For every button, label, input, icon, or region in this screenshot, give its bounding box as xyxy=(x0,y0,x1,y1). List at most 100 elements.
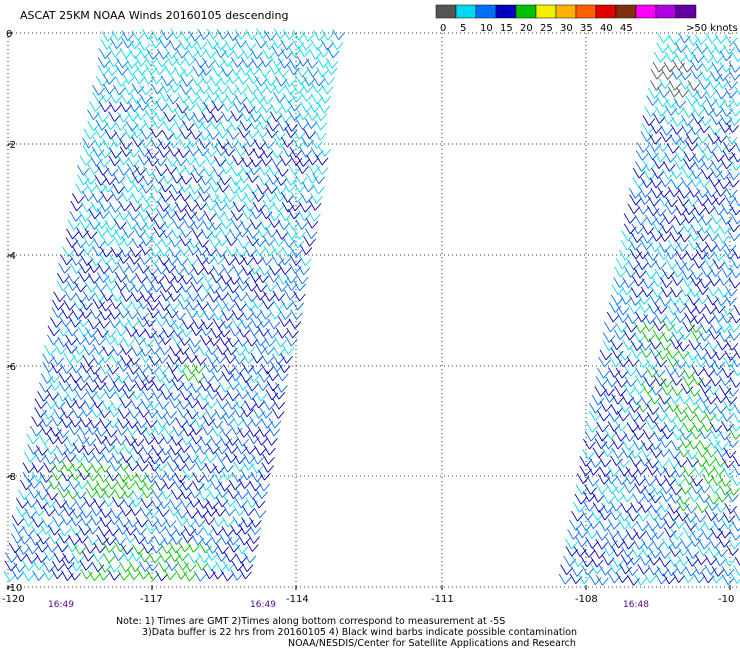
wind-barb xyxy=(146,570,160,581)
wind-barb xyxy=(231,309,245,321)
wind-barb xyxy=(704,186,718,198)
wind-barb xyxy=(199,334,213,346)
wind-barb xyxy=(707,437,721,449)
wind-barb xyxy=(243,246,257,258)
wind-barb xyxy=(124,524,137,536)
wind-barb xyxy=(672,518,686,529)
wind-barb xyxy=(140,128,153,140)
wind-barb xyxy=(613,329,627,341)
wind-barb xyxy=(219,121,232,132)
wind-barb xyxy=(318,146,331,157)
wind-barb xyxy=(266,380,280,392)
wind-barb xyxy=(65,325,79,337)
wind-barb xyxy=(220,56,234,68)
wind-barb xyxy=(654,518,667,529)
wind-barb xyxy=(94,175,108,186)
wind-barb xyxy=(691,374,705,386)
wind-barb xyxy=(712,358,726,370)
wind-barb xyxy=(285,335,298,347)
wind-barb xyxy=(48,380,62,391)
wind-barb xyxy=(163,470,177,481)
wind-barb xyxy=(218,174,231,186)
wind-speed-colorbar: 0 5 10 15 20 25 30 35 40 45 >50 knots xyxy=(435,4,738,34)
wind-barb xyxy=(288,100,301,112)
wind-barb xyxy=(212,57,226,68)
wind-barb xyxy=(18,533,31,545)
wind-barb xyxy=(182,460,196,471)
wind-barb xyxy=(102,138,115,150)
wind-barb xyxy=(650,68,664,80)
wind-barb xyxy=(124,470,138,482)
wind-barb xyxy=(51,560,65,572)
wind-barb xyxy=(259,112,272,123)
wind-barb xyxy=(67,478,81,490)
wind-barb xyxy=(98,561,112,573)
wind-barb xyxy=(94,281,108,292)
wind-barb xyxy=(663,527,677,538)
wind-barb xyxy=(159,488,173,500)
wind-barb xyxy=(650,286,664,298)
wind-barb xyxy=(695,249,709,260)
wind-barb xyxy=(310,93,324,105)
wind-barb xyxy=(704,393,718,405)
wind-barb xyxy=(239,120,253,131)
wind-barb xyxy=(673,312,687,323)
wind-barb xyxy=(301,30,315,42)
wind-barb xyxy=(72,442,86,453)
wind-barb xyxy=(152,424,165,436)
wind-barb xyxy=(664,152,677,163)
wind-barb xyxy=(700,61,714,72)
wind-barb xyxy=(117,460,131,471)
wind-barb xyxy=(63,499,77,510)
wind-barb xyxy=(160,543,174,554)
wind-barb xyxy=(300,192,313,204)
wind-barb xyxy=(175,515,189,527)
wind-barb xyxy=(257,326,270,337)
wind-barb xyxy=(682,527,696,538)
wind-barb xyxy=(648,547,662,559)
wind-barb xyxy=(194,39,208,50)
wind-barb xyxy=(694,554,708,566)
wind-barb xyxy=(123,128,137,139)
wind-barb xyxy=(687,294,700,306)
wind-barb xyxy=(199,435,212,446)
wind-barb xyxy=(145,102,159,113)
wind-barb xyxy=(226,435,239,446)
wind-barb xyxy=(151,118,165,129)
wind-barb xyxy=(188,390,201,401)
wind-barb xyxy=(82,344,96,356)
wind-barb xyxy=(689,322,703,333)
wind-barb xyxy=(74,281,87,293)
wind-barb xyxy=(654,421,667,433)
wind-barb xyxy=(108,46,122,58)
wind-barb xyxy=(652,320,666,332)
wind-barb xyxy=(44,398,58,410)
wind-barb xyxy=(138,146,151,157)
wind-barb xyxy=(316,46,330,58)
wind-barb xyxy=(200,228,214,240)
wind-barb xyxy=(101,235,115,247)
wind-barb xyxy=(672,475,686,487)
wind-barb xyxy=(102,442,116,453)
wind-barb xyxy=(170,334,184,346)
wind-barb xyxy=(137,262,150,274)
wind-barb xyxy=(636,203,650,215)
wind-barb xyxy=(165,102,179,114)
wind-barb xyxy=(144,55,158,67)
wind-barb xyxy=(718,485,732,496)
wind-barb xyxy=(248,111,262,123)
wind-barb xyxy=(649,123,663,134)
wind-barb xyxy=(101,31,115,42)
wind-barb xyxy=(646,95,659,106)
wind-barb xyxy=(691,113,705,125)
wind-barb xyxy=(192,472,205,483)
wind-barb xyxy=(712,511,726,523)
wind-barb xyxy=(718,331,731,342)
wind-barb xyxy=(278,309,292,320)
wind-barb xyxy=(703,520,716,531)
wind-barb xyxy=(232,102,246,113)
wind-barb xyxy=(153,523,167,534)
wind-barb xyxy=(240,156,254,168)
wind-barb xyxy=(618,250,632,261)
wind-barb xyxy=(96,111,109,123)
